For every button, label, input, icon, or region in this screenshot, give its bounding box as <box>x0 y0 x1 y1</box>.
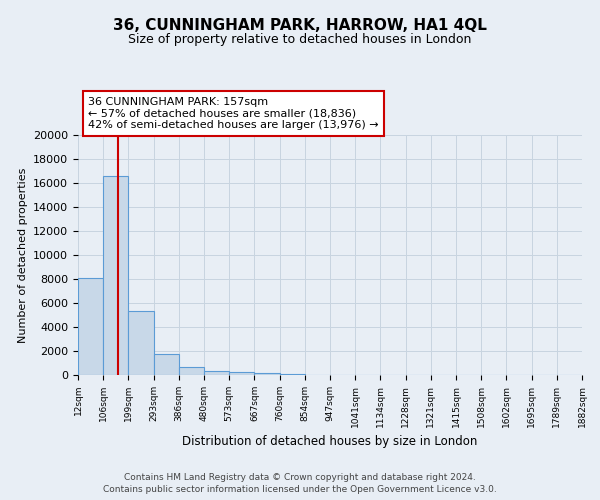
Text: Contains HM Land Registry data © Crown copyright and database right 2024.
Contai: Contains HM Land Registry data © Crown c… <box>103 472 497 494</box>
Bar <box>103 176 128 375</box>
Bar <box>204 371 229 375</box>
Bar <box>78 278 103 375</box>
X-axis label: Distribution of detached houses by size in London: Distribution of detached houses by size … <box>182 435 478 448</box>
Text: 36, CUNNINGHAM PARK, HARROW, HA1 4QL: 36, CUNNINGHAM PARK, HARROW, HA1 4QL <box>113 18 487 32</box>
Text: 36 CUNNINGHAM PARK: 157sqm
← 57% of detached houses are smaller (18,836)
42% of : 36 CUNNINGHAM PARK: 157sqm ← 57% of deta… <box>88 97 379 130</box>
Y-axis label: Number of detached properties: Number of detached properties <box>17 168 28 342</box>
Bar <box>254 373 280 375</box>
Bar <box>280 374 305 375</box>
Bar <box>229 372 254 375</box>
Bar <box>154 354 179 375</box>
Bar <box>179 366 204 375</box>
Bar <box>128 312 154 375</box>
Text: Size of property relative to detached houses in London: Size of property relative to detached ho… <box>128 32 472 46</box>
